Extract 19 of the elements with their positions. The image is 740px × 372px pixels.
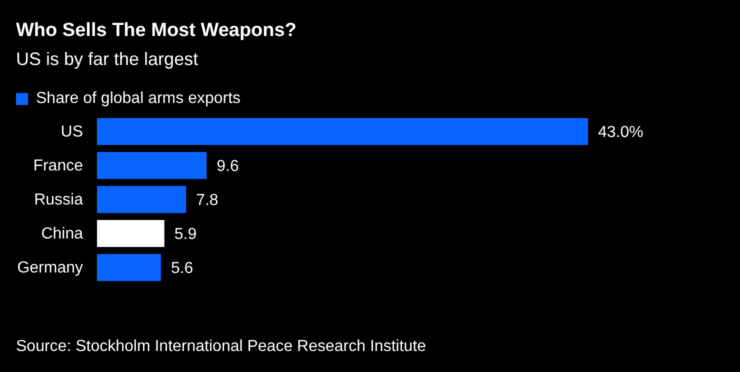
y-tick-label: US	[60, 124, 83, 141]
bar	[97, 186, 186, 213]
data-label: 9.6	[216, 158, 239, 176]
chart-subtitle: US is by far the largest	[16, 49, 198, 70]
bar	[97, 220, 164, 247]
bar	[97, 118, 588, 145]
data-label: 43.0%	[598, 124, 644, 142]
bar	[97, 152, 207, 179]
data-label: 5.9	[174, 226, 197, 244]
y-tick-label: France	[33, 158, 84, 175]
chart-title: Who Sells The Most Weapons?	[16, 20, 296, 42]
data-label: 5.6	[170, 260, 194, 278]
data-label: 7.8	[196, 192, 218, 210]
legend-label: Share of global arms exports	[36, 90, 241, 108]
bar	[97, 254, 161, 281]
y-tick-label: Germany	[17, 260, 83, 277]
y-tick-label: Russia	[34, 192, 84, 209]
y-tick-label: China	[41, 226, 84, 243]
source-note: Source: Stockholm International Peace Research Institute	[16, 338, 426, 356]
